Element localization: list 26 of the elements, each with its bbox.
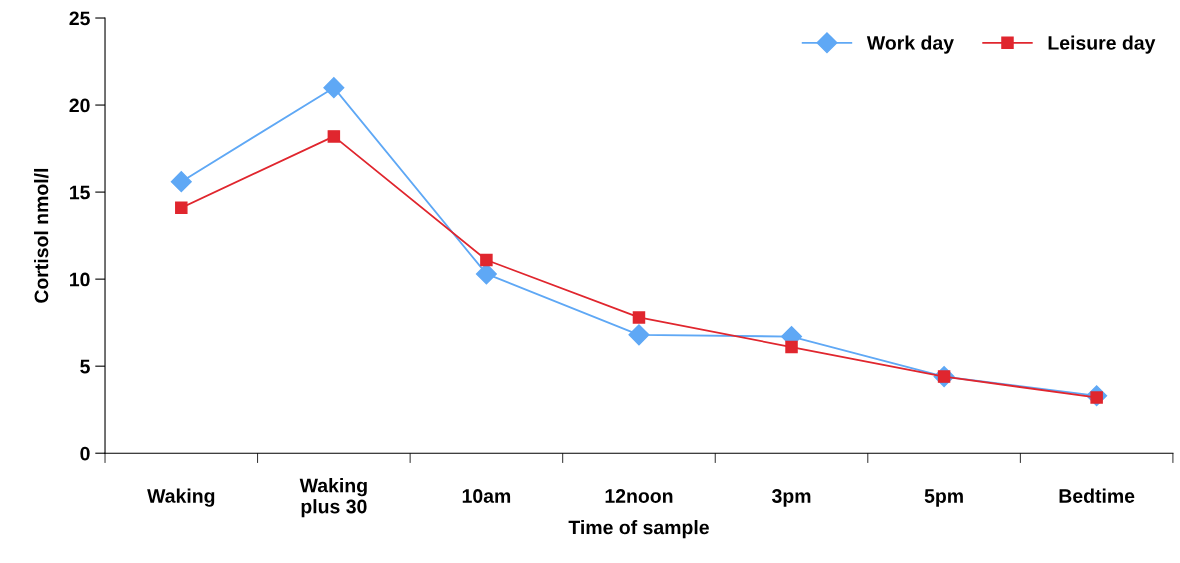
y-tick-label: 10 bbox=[70, 272, 90, 287]
x-tick-label: 5pm bbox=[924, 489, 963, 507]
x-tick-label: Waking plus 30 bbox=[299, 478, 367, 518]
x-tick-label: 12noon bbox=[605, 489, 673, 503]
y-tick-label: 5 bbox=[80, 359, 90, 374]
point bbox=[475, 263, 497, 285]
legend-label: Leisure day bbox=[1048, 35, 1156, 54]
y-tick-label: 25 bbox=[69, 11, 90, 26]
x-tick-label: Waking bbox=[147, 488, 215, 507]
point bbox=[323, 77, 345, 99]
x-tick-label: 3pm bbox=[771, 489, 811, 507]
point bbox=[175, 201, 188, 215]
point bbox=[480, 253, 493, 267]
point bbox=[628, 324, 650, 346]
y-tick-label: 0 bbox=[80, 446, 90, 461]
point bbox=[327, 130, 341, 143]
x-tick-label: 10am bbox=[462, 489, 511, 503]
legend-label: Work day bbox=[866, 35, 954, 54]
y-tick-label: 15 bbox=[70, 185, 90, 200]
x-axis-title: Time of sample bbox=[568, 520, 709, 539]
point bbox=[785, 340, 798, 354]
y-axis-title: Cortisol nmol/l bbox=[34, 168, 49, 303]
x-tick-label: Bedtime bbox=[1059, 488, 1135, 503]
point bbox=[170, 171, 192, 193]
point bbox=[632, 311, 646, 324]
y-tick-label: 20 bbox=[69, 98, 90, 113]
